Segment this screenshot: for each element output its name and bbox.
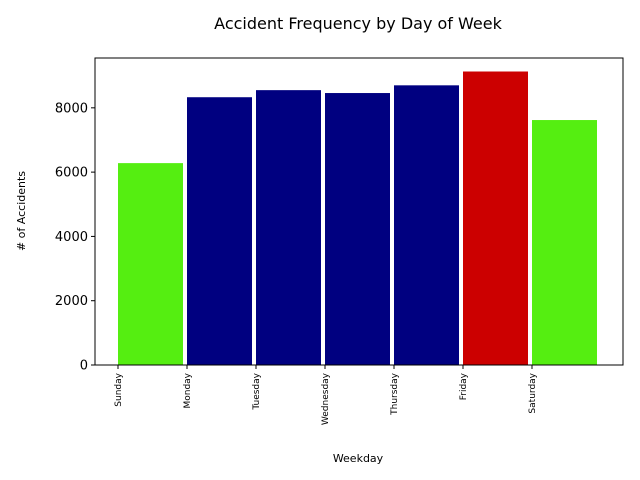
- plot-frame: [94, 57, 624, 366]
- x-tick-label-monday: Monday: [183, 372, 193, 408]
- y-tick-label: 8000: [55, 101, 88, 116]
- x-axis: Sunday Monday Tuesday Wednesday Thursday Frid…: [114, 365, 538, 425]
- chart-title: Accident Frequency by Day of Week: [214, 14, 502, 33]
- bar-monday: [187, 97, 252, 366]
- bar-tuesday: [256, 90, 321, 365]
- y-axis-label: # of Accidents: [15, 171, 28, 251]
- y-tick-label: 2000: [55, 294, 88, 309]
- x-tick-label-wednesday: Wednesday: [321, 372, 331, 425]
- bar-sunday: [118, 163, 183, 365]
- y-tick-label: 6000: [55, 166, 88, 181]
- bar-wednesday: [325, 93, 390, 365]
- bars-group: [118, 71, 597, 366]
- y-axis: 0 2000 4000 6000 8000: [55, 101, 95, 374]
- x-tick-label-thursday: Thursday: [390, 372, 400, 416]
- x-tick-label-saturday: Saturday: [528, 372, 538, 413]
- x-tick-label-tuesday: Tuesday: [252, 372, 262, 410]
- y-tick-label: 4000: [55, 230, 88, 245]
- y-tick-label: 0: [80, 359, 88, 374]
- x-axis-label: Weekday: [333, 452, 384, 465]
- bar-friday: [463, 71, 528, 365]
- bar-saturday: [532, 120, 597, 365]
- x-tick-label-friday: Friday: [459, 372, 469, 400]
- bar-thursday: [394, 85, 459, 365]
- x-tick-label-sunday: Sunday: [114, 372, 124, 406]
